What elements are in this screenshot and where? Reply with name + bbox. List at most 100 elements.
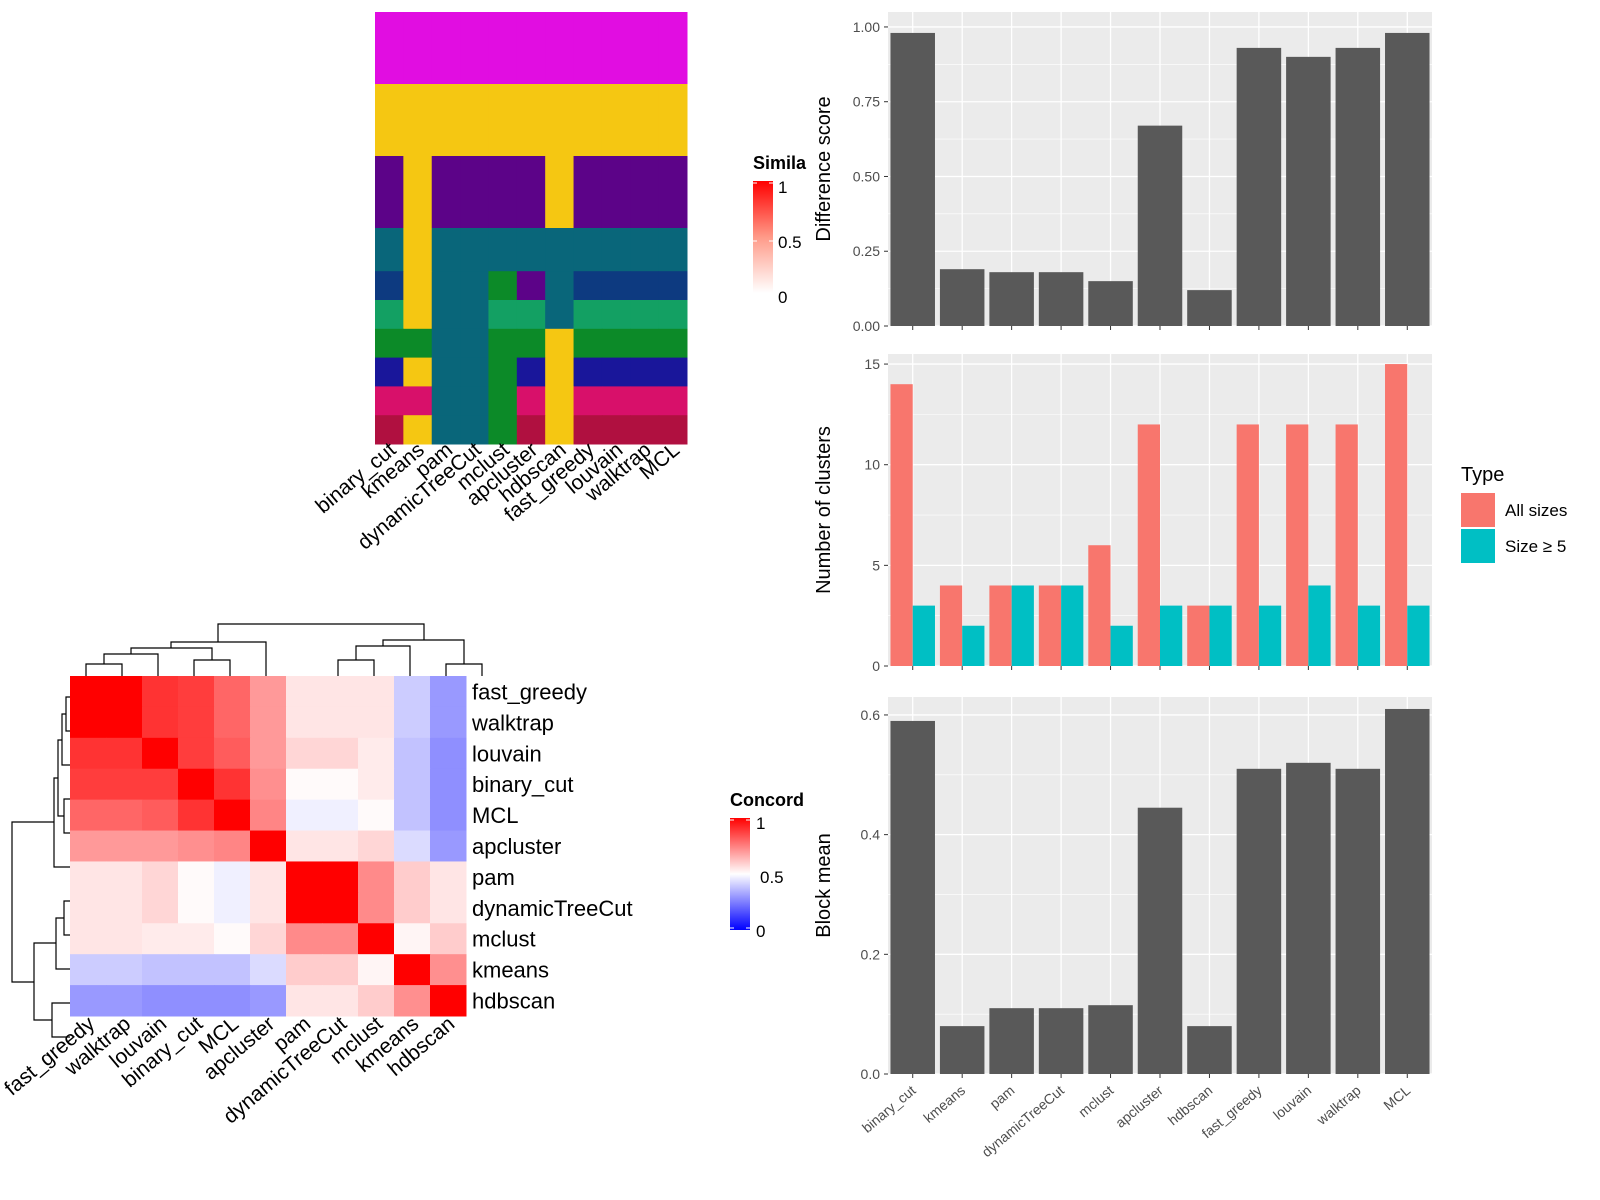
concordance-cell: [286, 737, 323, 770]
similarity-heatmap: [12, 12, 362, 362]
number-of-clusters-bar-chart: 0 5 10 15 Number of clusters: [813, 354, 1432, 674]
assignment-cell: [460, 228, 489, 272]
assignment-cell: [403, 386, 433, 416]
assignment-cell: [601, 156, 631, 229]
assignment-cell: [460, 84, 489, 157]
x-tick-label: walktrap: [1313, 1082, 1364, 1129]
bar-size-ge-5: [1357, 605, 1381, 666]
x-tick-label: binary_cut: [859, 1082, 919, 1136]
assignment-cell: [545, 12, 575, 85]
assignment-cell: [573, 300, 603, 330]
concordance-row-label: louvain: [472, 741, 542, 766]
assignment-cell: [460, 12, 489, 85]
concordance-cell: [70, 954, 107, 986]
bar: [1286, 762, 1331, 1074]
difference-score-bar-chart: 0.00 0.25 0.50 0.75 1.00 Difference score: [813, 12, 1432, 334]
concordance-cell: [394, 985, 431, 1017]
assignment-cell: [658, 300, 688, 330]
assignment-cell: [375, 12, 404, 85]
concordance-cell: [322, 768, 359, 801]
assignment-cell: [658, 415, 688, 445]
x-tick-label: pam: [986, 1082, 1017, 1112]
concordance-cell: [106, 861, 143, 893]
concordance-row-labels: fast_greedy walktrap louvain binary_cut MCL a…: [471, 680, 633, 1014]
bar-size-ge-5: [962, 625, 985, 666]
assignment-cell: [403, 357, 433, 387]
bar-size-ge-5: [1160, 605, 1183, 666]
bar-all-sizes: [1385, 364, 1408, 666]
concordance-cell: [250, 737, 287, 770]
assignment-cell: [375, 156, 404, 229]
concordance-cell: [214, 676, 251, 708]
concordance-cell: [358, 892, 395, 924]
concordance-cell: [178, 676, 215, 708]
assignment-cell: [516, 357, 546, 387]
concordance-row-label: dynamicTreeCut: [472, 896, 633, 921]
bar: [890, 720, 935, 1074]
concordance-row-label: hdbscan: [472, 989, 555, 1014]
concordance-column-labels: fast_greedywalktraplouvainbinary_cutMCLa…: [0, 1012, 459, 1128]
assignment-cell: [658, 271, 688, 301]
y-tick-label: 0: [872, 658, 880, 674]
legend-key-size-ge-5: [1461, 529, 1495, 563]
concordance-dendrogram-top: [85, 623, 483, 676]
type-legend: Type All sizes Size ≥ 5: [1461, 464, 1567, 563]
bar: [1385, 32, 1430, 326]
assignment-cell: [545, 156, 575, 229]
concordance-cell: [322, 799, 359, 832]
assignment-cell: [516, 12, 546, 85]
concordance-cell: [106, 676, 143, 708]
concordance-cell: [394, 861, 431, 893]
y-tick-label: 0.50: [853, 168, 880, 184]
bar: [1187, 1026, 1232, 1074]
y-axis-label: Number of clusters: [813, 426, 835, 594]
concordance-cell: [430, 985, 467, 1017]
concordance-row-label: mclust: [472, 927, 536, 952]
assignment-cell: [573, 415, 603, 445]
assignment-cell: [375, 386, 404, 416]
y-tick-label: 0.00: [853, 318, 880, 334]
concordance-cell: [142, 706, 179, 739]
concordance-cell: [214, 830, 251, 862]
concordance-row-label: MCL: [472, 803, 518, 828]
assignment-cell: [545, 328, 575, 359]
assignment-cell: [658, 156, 688, 229]
concordance-cell: [142, 954, 179, 986]
assignment-cell: [573, 156, 603, 229]
assignment-column-labels: binary_cutkmeanspamdynamicTreeCutmclusta…: [311, 438, 684, 554]
concordance-cell: [286, 830, 323, 862]
concordance-cell: [178, 830, 215, 862]
concordance-cell: [70, 861, 107, 893]
concordance-cell: [106, 768, 143, 801]
concordance-cell: [106, 737, 143, 770]
concordance-cell: [286, 768, 323, 801]
x-tick-label: mclust: [1075, 1082, 1116, 1120]
bar: [1137, 807, 1183, 1074]
concordance-cell: [106, 985, 143, 1017]
y-tick-label: 0.0: [861, 1066, 881, 1082]
assignment-cell: [431, 12, 461, 85]
assignment-cell: [375, 328, 404, 359]
assignment-cell: [630, 300, 660, 330]
concordance-cell: [394, 892, 431, 924]
assignment-cell: [488, 386, 518, 416]
assignment-cell: [573, 328, 603, 359]
concordance-cell: [358, 676, 395, 708]
concordance-cell: [250, 861, 287, 893]
assignment-cell: [573, 271, 603, 301]
assignment-cell: [488, 156, 518, 229]
assignment-cell: [630, 228, 660, 272]
assignment-cell: [545, 300, 575, 330]
bar-all-sizes: [939, 585, 963, 666]
assignment-cell: [375, 357, 404, 387]
legend-label-all-sizes: All sizes: [1505, 501, 1567, 520]
assignment-cell: [630, 386, 660, 416]
similarity-legend-tick-1: 1: [778, 178, 787, 197]
assignment-cell: [630, 328, 660, 359]
similarity-background: [12, 12, 362, 362]
concordance-cell: [214, 799, 251, 832]
assignment-cell: [488, 84, 518, 157]
y-tick-label: 5: [872, 557, 880, 573]
